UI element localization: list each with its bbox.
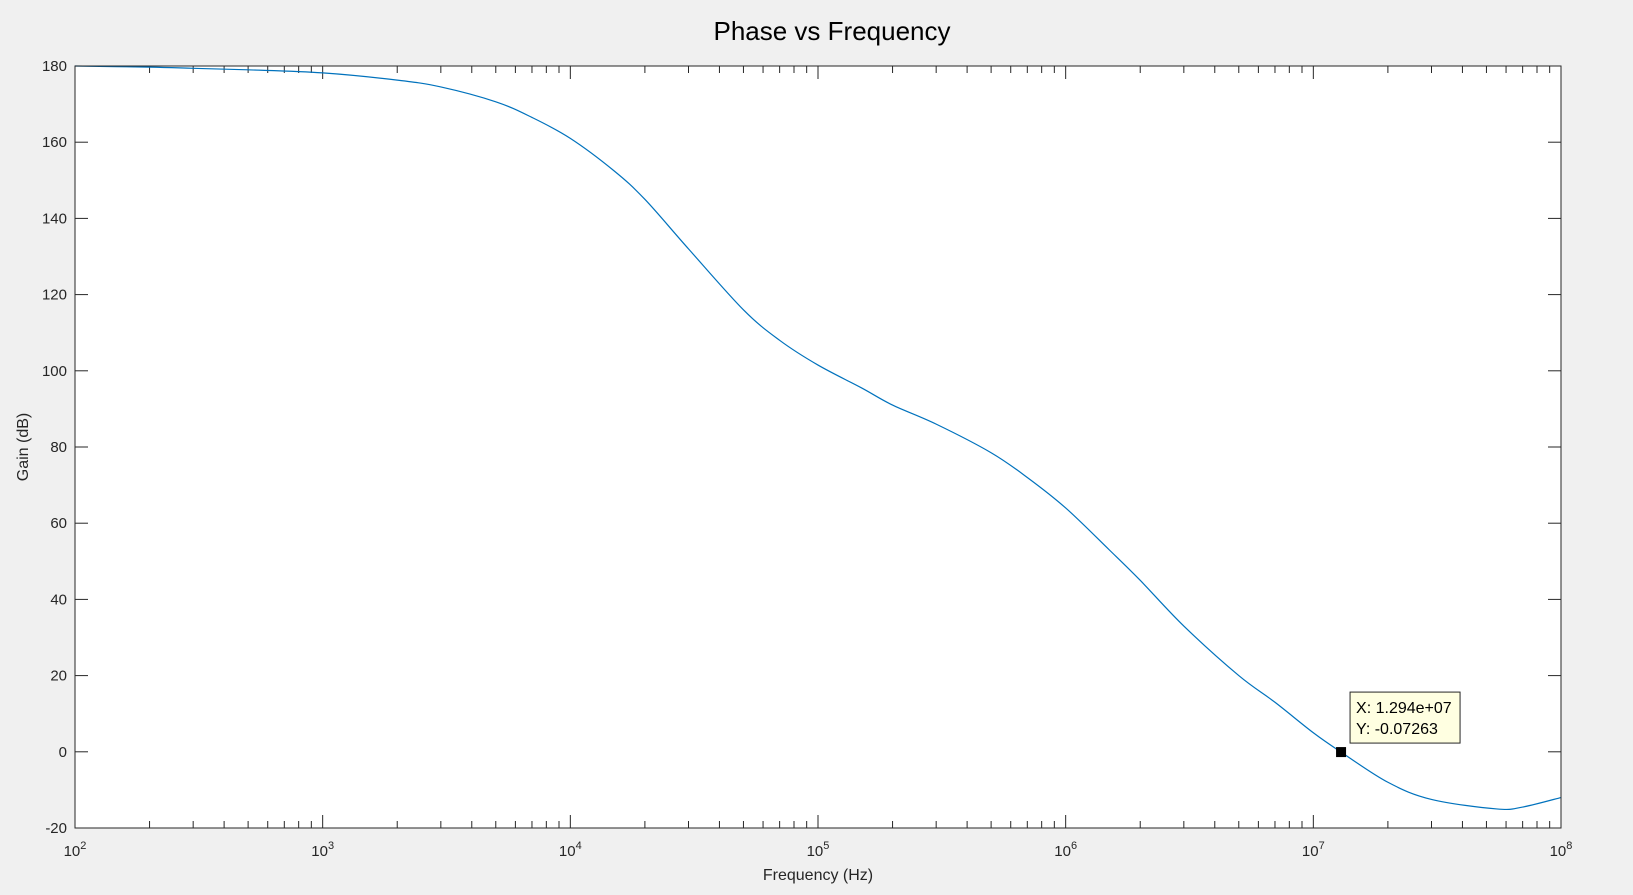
- x-tick-label: 103: [311, 840, 334, 860]
- data-tip-y-text: Y: -0.07263: [1356, 721, 1438, 738]
- y-axis-label: Gain (dB): [15, 413, 32, 481]
- y-tick-label: 20: [50, 668, 67, 685]
- x-tick-label: 104: [559, 840, 582, 860]
- y-tick-label: 60: [50, 515, 67, 532]
- x-tick-label: 105: [807, 840, 830, 860]
- y-tick-label: 80: [50, 439, 67, 456]
- data-tip-box: [1349, 691, 1461, 744]
- data-tip[interactable]: X: 1.294e+07 Y: -0.07263: [1336, 691, 1461, 758]
- series-line-phase[interactable]: [74, 65, 1562, 811]
- x-tick-label: 108: [1550, 840, 1573, 860]
- y-tick-label: 0: [59, 744, 67, 761]
- y-tick-label: 160: [42, 134, 67, 151]
- x-tick-label: 107: [1302, 840, 1325, 860]
- y-tick-label: 100: [42, 363, 67, 380]
- x-tick-label: 102: [64, 840, 87, 860]
- axis-ticks: [74, 65, 1562, 829]
- y-tick-label: 40: [50, 591, 67, 608]
- plot-border: [74, 65, 1562, 829]
- y-tick-label: 180: [42, 58, 67, 75]
- y-tick-label: -20: [45, 820, 67, 837]
- chart-title: Phase vs Frequency: [713, 16, 950, 46]
- y-tick-label: 140: [42, 210, 67, 227]
- x-axis-label: Frequency (Hz): [763, 867, 873, 884]
- y-tick-label: 120: [42, 287, 67, 304]
- plot-area[interactable]: [75, 66, 1561, 828]
- tick-labels: -20 0 20 40 60 80 100 120 140 160 180 102 103 104 105 1…: [42, 58, 1572, 860]
- x-tick-label: 106: [1054, 840, 1077, 860]
- data-tip-x-text: X: 1.294e+07: [1356, 700, 1452, 717]
- data-tip-marker[interactable]: [1336, 747, 1347, 758]
